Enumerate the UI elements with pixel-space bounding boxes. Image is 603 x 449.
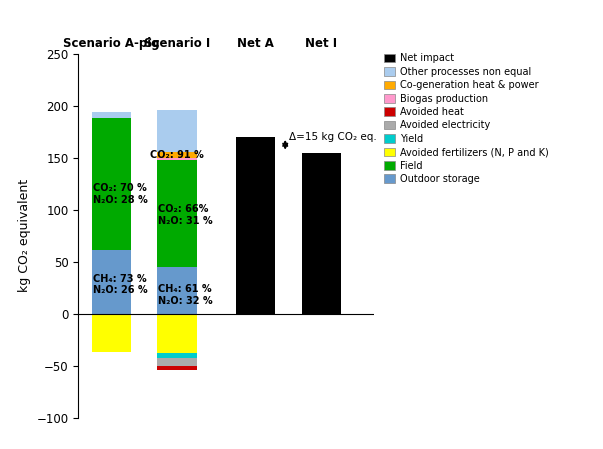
Text: Δ=15 kg CO₂ eq.: Δ=15 kg CO₂ eq. <box>288 132 376 142</box>
Bar <box>157 365 197 370</box>
Bar <box>92 112 131 118</box>
Text: CO₂: 91 %: CO₂: 91 % <box>150 150 204 160</box>
Bar <box>92 314 131 352</box>
Text: CH₄: 61 %
N₂O: 32 %: CH₄: 61 % N₂O: 32 % <box>159 284 213 306</box>
Text: CO₂: 70 %
N₂O: 28 %: CO₂: 70 % N₂O: 28 % <box>93 183 148 205</box>
Bar <box>92 118 131 250</box>
Legend: Net impact, Other processes non equal, Co-generation heat & power, Biogas produc: Net impact, Other processes non equal, C… <box>382 52 551 186</box>
Bar <box>92 250 131 314</box>
Bar <box>157 353 197 358</box>
Bar <box>236 137 276 314</box>
Bar <box>302 153 341 314</box>
Y-axis label: kg CO₂ equivalent: kg CO₂ equivalent <box>18 179 31 292</box>
Bar <box>157 152 197 158</box>
Bar <box>157 110 197 152</box>
Text: CO₂: 66%
N₂O: 31 %: CO₂: 66% N₂O: 31 % <box>159 204 213 226</box>
Bar <box>157 267 197 314</box>
Bar <box>157 358 197 365</box>
Text: CH₄: 73 %
N₂O: 26 %: CH₄: 73 % N₂O: 26 % <box>93 274 148 295</box>
Bar <box>157 158 197 160</box>
Bar <box>157 314 197 353</box>
Bar <box>157 160 197 267</box>
